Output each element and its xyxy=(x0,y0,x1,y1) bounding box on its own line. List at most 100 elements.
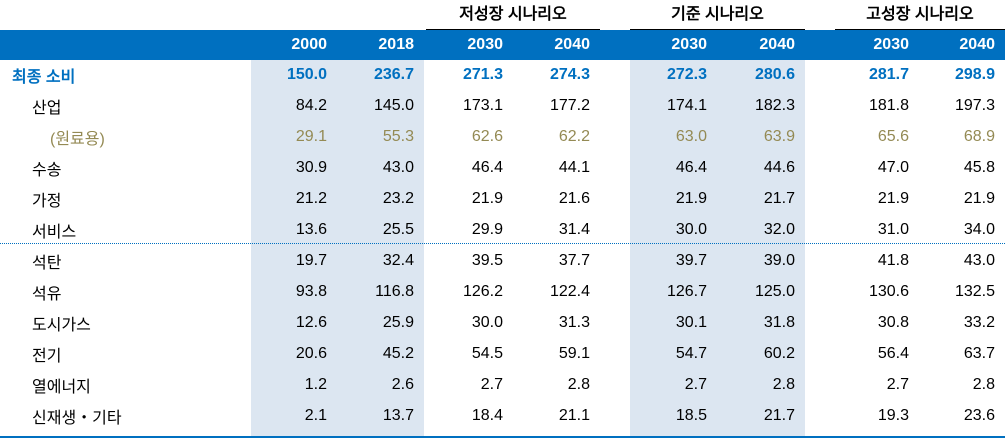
value-cell: 20.6 xyxy=(295,344,327,362)
value-cell: 45.2 xyxy=(382,344,414,362)
value-cell: 274.3 xyxy=(549,66,590,83)
gap-cell xyxy=(600,369,630,400)
value-cell: 30.1 xyxy=(675,313,707,331)
row-label: 열에너지 xyxy=(32,378,91,396)
scenario-header-high: 고성장 시나리오 xyxy=(866,6,974,23)
value-cell: 84.2 xyxy=(295,96,327,114)
gap-cell xyxy=(600,60,630,90)
row-label: 최종 소비 xyxy=(12,69,76,86)
value-cell: 19.3 xyxy=(877,406,909,424)
row-label: 석탄 xyxy=(32,254,62,272)
year-header-cell: 2040 xyxy=(959,36,995,53)
row-label: 산업 xyxy=(32,99,62,117)
shade-band-history xyxy=(251,60,424,436)
gap-cell xyxy=(600,307,630,338)
value-cell: 125.0 xyxy=(754,282,795,300)
scenario-header-low: 저성장 시나리오 xyxy=(459,6,567,23)
year-header-row: 2000 2018 2030 2040 2030 2040 2030 2040 xyxy=(0,30,1005,60)
value-cell: 46.4 xyxy=(471,158,503,176)
value-cell: 39.7 xyxy=(675,251,707,269)
row-label: 도시가스 xyxy=(32,316,91,334)
value-cell: 280.6 xyxy=(754,66,795,83)
year-header-cell: 2040 xyxy=(554,36,590,53)
value-cell: 150.0 xyxy=(286,66,327,83)
gap-cell xyxy=(600,214,630,245)
value-cell: 21.1 xyxy=(558,406,590,424)
value-cell: 29.1 xyxy=(295,127,327,145)
value-cell: 44.6 xyxy=(763,158,795,176)
value-cell: 236.7 xyxy=(373,66,414,83)
scenario-header-base: 기준 시나리오 xyxy=(671,6,764,23)
value-cell: 34.0 xyxy=(963,220,995,238)
value-cell: 37.7 xyxy=(558,251,590,269)
value-cell: 13.6 xyxy=(295,220,327,238)
row-label: 석유 xyxy=(32,285,62,303)
gap-cell xyxy=(600,400,630,431)
year-header-cell: 2030 xyxy=(671,36,707,53)
year-header-cell: 2040 xyxy=(759,36,795,53)
value-cell: 43.0 xyxy=(963,251,995,269)
value-cell: 21.9 xyxy=(471,189,503,207)
value-cell: 272.3 xyxy=(666,66,707,83)
value-cell: 2.6 xyxy=(391,375,414,393)
year-header-cell: 2000 xyxy=(291,36,327,53)
value-cell: 93.8 xyxy=(295,282,327,300)
value-cell: 182.3 xyxy=(754,96,795,114)
value-cell: 18.5 xyxy=(675,406,707,424)
value-cell: 59.1 xyxy=(558,344,590,362)
value-cell: 44.1 xyxy=(558,158,590,176)
value-cell: 56.4 xyxy=(877,344,909,362)
value-cell: 1.2 xyxy=(304,375,327,393)
value-cell: 32.0 xyxy=(763,220,795,238)
value-cell: 2.8 xyxy=(567,375,590,393)
value-cell: 2.7 xyxy=(684,375,707,393)
gap-cell xyxy=(805,121,835,152)
gap-cell xyxy=(805,400,835,431)
value-cell: 62.2 xyxy=(558,127,590,145)
value-cell: 54.7 xyxy=(675,344,707,362)
value-cell: 55.3 xyxy=(382,127,414,145)
gap-cell xyxy=(805,338,835,369)
value-cell: 197.3 xyxy=(954,96,995,114)
gap-cell xyxy=(805,90,835,121)
gap-cell xyxy=(600,245,630,276)
table-row: 석탄 19.7 32.4 39.5 37.7 39.7 39.0 41.8 43.0 xyxy=(0,245,1005,276)
value-cell: 281.7 xyxy=(868,66,909,83)
value-cell: 65.6 xyxy=(877,127,909,145)
value-cell: 21.2 xyxy=(295,189,327,207)
shade-band-base xyxy=(630,60,805,436)
value-cell: 122.4 xyxy=(549,282,590,300)
value-cell: 39.0 xyxy=(763,251,795,269)
value-cell: 23.6 xyxy=(963,406,995,424)
row-label: 전기 xyxy=(32,347,62,365)
gap-cell xyxy=(600,30,630,60)
value-cell: 2.8 xyxy=(772,375,795,393)
table-row: 가정 21.2 23.2 21.9 21.6 21.9 21.7 21.9 21.9 xyxy=(0,183,1005,214)
gap-cell xyxy=(805,245,835,276)
value-cell: 25.9 xyxy=(382,313,414,331)
value-cell: 63.0 xyxy=(675,127,707,145)
value-cell: 2.7 xyxy=(480,375,503,393)
value-cell: 21.7 xyxy=(763,406,795,424)
total-row: 최종 소비 150.0 236.7 271.3 274.3 272.3 280.6 281.7… xyxy=(0,60,1005,90)
value-cell: 21.7 xyxy=(763,189,795,207)
row-label: 신재생・기타 xyxy=(32,409,122,427)
year-header-band xyxy=(0,30,1005,60)
gap-cell xyxy=(805,307,835,338)
value-cell: 68.9 xyxy=(963,127,995,145)
gap-cell xyxy=(600,276,630,307)
year-header-stub xyxy=(0,30,251,60)
year-header-cell: 2030 xyxy=(467,36,503,53)
value-cell: 47.0 xyxy=(877,158,909,176)
value-cell: 30.0 xyxy=(471,313,503,331)
value-cell: 31.8 xyxy=(763,313,795,331)
value-cell: 31.0 xyxy=(877,220,909,238)
table-row: 석유 93.8 116.8 126.2 122.4 126.7 125.0 130.6 132.… xyxy=(0,276,1005,307)
value-cell: 31.4 xyxy=(558,220,590,238)
gap-cell xyxy=(600,338,630,369)
value-cell: 32.4 xyxy=(382,251,414,269)
value-cell: 271.3 xyxy=(462,66,503,83)
scenario-underline-base xyxy=(630,29,805,30)
scenario-underline-low xyxy=(426,29,600,30)
